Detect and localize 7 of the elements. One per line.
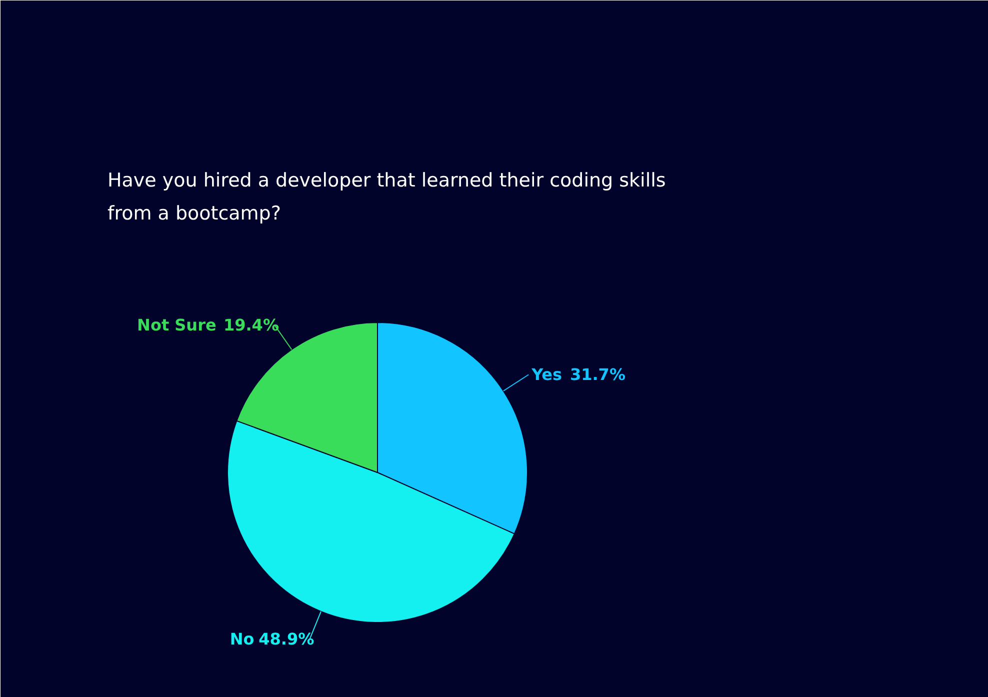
slice-label: No — [230, 630, 254, 649]
data-label: 48.9% — [258, 630, 314, 649]
data-label: 19.4% — [223, 315, 279, 334]
data-label: 31.7% — [570, 365, 626, 384]
slice-label: Not Sure — [137, 315, 216, 334]
slice-label: Yes — [530, 365, 562, 384]
chart-title: Have you hired a developer that learned their coding skills from a bootcamp? — [108, 170, 666, 224]
